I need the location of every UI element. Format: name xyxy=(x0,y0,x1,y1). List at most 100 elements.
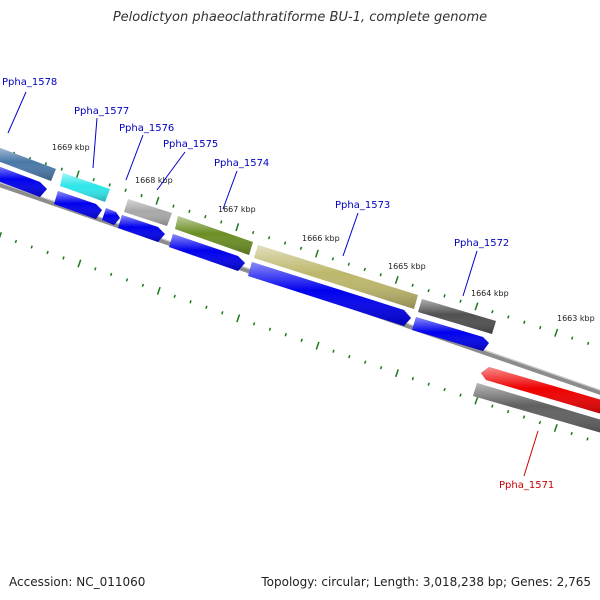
ruler-upper-minor-tick xyxy=(586,341,590,346)
gene-bar-ppha-1573[interactable] xyxy=(254,245,418,309)
ruler-lower-minor-tick xyxy=(189,300,192,304)
ruler-upper-minor-tick xyxy=(539,325,542,330)
ruler-lower-minor-tick xyxy=(332,349,335,353)
ruler-lower-minor-tick xyxy=(363,360,367,364)
ruler-upper-minor-tick xyxy=(491,310,494,314)
ruler-label-1668: 1668 kbp xyxy=(135,176,173,185)
ruler-upper-minor-tick xyxy=(283,241,287,245)
ruler-upper-minor-tick xyxy=(523,320,526,324)
ruler-upper-minor-tick xyxy=(251,230,255,235)
ruler-lower-minor-tick xyxy=(538,420,542,425)
ruler-lower-minor-tick xyxy=(491,404,494,408)
ruler-lower-major-tick xyxy=(553,423,558,433)
gene-bar-ppha-1577[interactable] xyxy=(60,173,110,202)
ruler-upper-minor-tick xyxy=(299,246,303,251)
ruler-upper-minor-tick xyxy=(108,183,111,187)
gene-label-ppha-1577[interactable]: Ppha_1577 xyxy=(74,106,129,117)
leader-line-ppha-1573 xyxy=(342,212,359,257)
ruler-lower-major-tick xyxy=(77,259,82,268)
ruler-label-1663: 1663 kbp xyxy=(557,314,595,323)
gene-bar-ppha-1575[interactable] xyxy=(124,199,172,226)
ruler-lower-minor-tick xyxy=(427,382,430,386)
gene-label-ppha-1572[interactable]: Ppha_1572 xyxy=(454,238,509,249)
ruler-upper-major-tick xyxy=(394,275,399,285)
cds-arrow-ppha-1574[interactable] xyxy=(169,234,245,271)
ruler-lower-major-tick xyxy=(315,341,320,350)
gene-label-ppha-1576[interactable]: Ppha_1576 xyxy=(119,123,174,134)
gene-bar-ppha-1572[interactable] xyxy=(418,299,496,334)
ruler-lower-major-tick xyxy=(236,314,241,323)
gene-label-ppha-1571[interactable]: Ppha_1571 xyxy=(499,480,554,491)
ruler-label-1666: 1666 kbp xyxy=(302,234,340,243)
ruler-ticks-lower xyxy=(0,231,589,441)
cds-arrow-ppha-1576[interactable] xyxy=(102,208,120,225)
gene-label-ppha-1575[interactable]: Ppha_1575 xyxy=(163,139,218,150)
ruler-lower-minor-tick xyxy=(459,393,462,397)
ruler-upper-minor-tick xyxy=(267,236,271,240)
ruler-lower-minor-tick xyxy=(570,431,573,436)
ruler-label-1667: 1667 kbp xyxy=(218,205,256,214)
ruler-label-1664: 1664 kbp xyxy=(471,289,509,298)
leader-line-ppha-1578 xyxy=(7,91,27,134)
ruler-upper-minor-tick xyxy=(124,188,127,192)
ruler-upper-minor-tick xyxy=(411,283,414,287)
ruler-lower-minor-tick xyxy=(173,294,176,299)
ruler-lower-minor-tick xyxy=(300,338,303,342)
cds-arrow-ppha-1572[interactable] xyxy=(412,317,489,351)
ruler-lower-minor-tick xyxy=(443,387,446,392)
ruler-lower-minor-tick xyxy=(62,256,65,260)
ruler-upper-major-tick xyxy=(554,328,559,337)
ruler-lower-minor-tick xyxy=(141,283,145,288)
cds-arrow-ppha-1571[interactable] xyxy=(481,367,600,415)
cds-arrow-ppha-1577[interactable] xyxy=(54,191,102,219)
ruler-lower-minor-tick xyxy=(506,409,510,414)
ruler-upper-minor-tick xyxy=(363,267,367,272)
gene-bar-ppha-1571[interactable] xyxy=(473,383,600,434)
gene-label-ppha-1573[interactable]: Ppha_1573 xyxy=(335,200,390,211)
ruler-upper-minor-tick xyxy=(220,220,223,224)
leader-line-ppha-1571 xyxy=(523,430,539,477)
ruler-lower-minor-tick xyxy=(522,415,526,419)
ruler-upper-minor-tick xyxy=(379,273,382,277)
ruler-lower-minor-tick xyxy=(109,272,113,277)
ruler-upper-minor-tick xyxy=(44,162,48,166)
ruler-upper-minor-tick xyxy=(172,204,175,208)
ruler-upper-minor-tick xyxy=(459,299,462,303)
ruler-lower-minor-tick xyxy=(14,239,18,244)
ruler-lower-minor-tick xyxy=(284,333,288,337)
topology-text: Topology: circular; Length: 3,018,238 bp… xyxy=(261,575,591,589)
leader-line-ppha-1572 xyxy=(462,250,478,297)
ruler-lower-minor-tick xyxy=(348,355,351,359)
ruler-upper-major-tick xyxy=(235,223,240,232)
ruler-upper-major-tick xyxy=(474,302,479,311)
ruler-lower-major-tick xyxy=(394,369,400,378)
ruler-upper-minor-tick xyxy=(443,294,446,298)
cds-arrow-ppha-1578[interactable] xyxy=(0,165,47,197)
ruler-lower-major-tick xyxy=(474,396,479,405)
ruler-lower-major-tick xyxy=(0,231,3,239)
ruler-lower-minor-tick xyxy=(94,267,97,271)
map-title: Pelodictyon phaeoclathratiforme BU-1, co… xyxy=(112,10,488,25)
ruler-ticks-upper xyxy=(0,144,590,346)
cds-arrow-ppha-1573[interactable] xyxy=(248,262,411,326)
ruler-lower-minor-tick xyxy=(221,311,224,315)
cds-arrow-ppha-1575[interactable] xyxy=(118,215,165,242)
gene-label-ppha-1578[interactable]: Ppha_1578 xyxy=(2,77,57,88)
ruler-lower-minor-tick xyxy=(379,366,383,370)
ruler-upper-major-tick xyxy=(314,249,319,258)
gene-bar-ppha-1574[interactable] xyxy=(175,216,253,255)
ruler-upper-minor-tick xyxy=(188,209,191,214)
ruler-upper-minor-tick xyxy=(60,167,64,171)
ruler-lower-minor-tick xyxy=(30,245,33,249)
gene-label-ppha-1574[interactable]: Ppha_1574 xyxy=(214,158,269,169)
ruler-upper-minor-tick xyxy=(347,262,351,266)
gene-bar-ppha-1578[interactable] xyxy=(0,146,56,181)
ruler-upper-minor-tick xyxy=(204,214,207,219)
ruler-lower-minor-tick xyxy=(411,376,415,381)
ruler-label-1669: 1669 kbp xyxy=(52,143,90,152)
ruler-upper-minor-tick xyxy=(140,193,143,198)
ruler-upper-minor-tick xyxy=(427,288,430,293)
ruler-upper-minor-tick xyxy=(92,178,95,182)
